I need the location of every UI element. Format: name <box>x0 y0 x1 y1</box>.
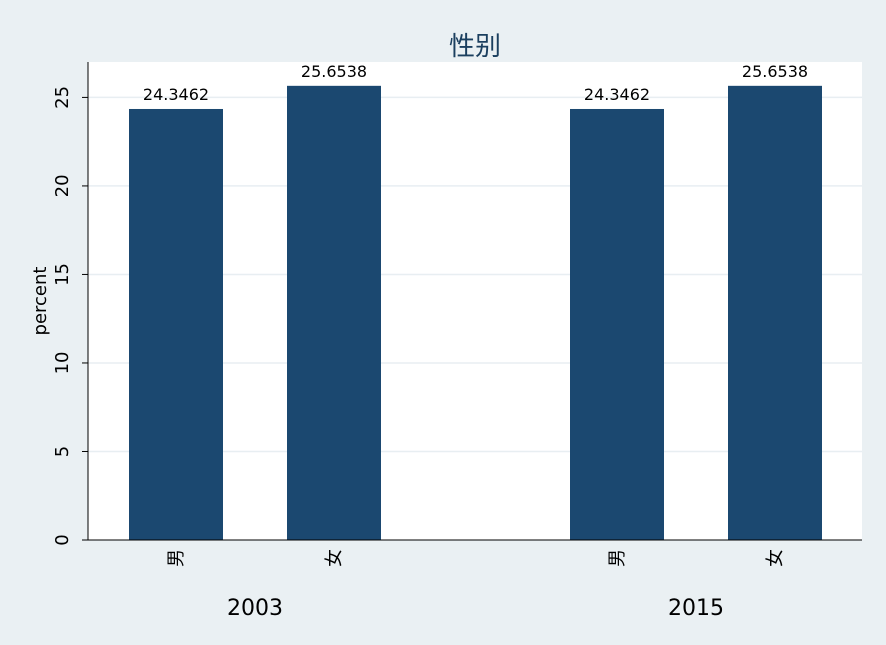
bar-2003-1 <box>287 85 381 540</box>
bar-value-label: 24.3462 <box>584 85 650 104</box>
y-tick-label: 5 <box>52 446 73 457</box>
bar-value-label: 24.3462 <box>143 85 209 104</box>
y-tick-label: 20 <box>52 174 73 197</box>
y-tick-label: 0 <box>52 534 73 545</box>
bar-value-label: 25.6538 <box>742 62 808 81</box>
y-tick-label: 15 <box>52 263 73 286</box>
bar-2015-0 <box>570 108 664 540</box>
x-category-label: 男 <box>607 549 628 567</box>
y-axis-ticks: 0 5 10 15 20 25 <box>52 86 88 546</box>
x-group-label: 2015 <box>668 596 724 621</box>
y-tick-label: 25 <box>52 86 73 109</box>
y-tick-label: 10 <box>52 352 73 375</box>
chart-title: 性别 <box>449 32 501 62</box>
y-axis-label: percent <box>30 267 51 336</box>
bar-value-label: 25.6538 <box>301 62 367 81</box>
value-labels: 24.3462 25.6538 24.3462 25.6538 <box>143 62 808 104</box>
bar-2015-1 <box>728 85 822 540</box>
x-category-label: 女 <box>765 549 786 567</box>
x-category-label: 女 <box>324 549 345 567</box>
bars <box>129 85 822 540</box>
x-axis-groups: 2003 2015 <box>227 596 724 621</box>
x-group-label: 2003 <box>227 596 283 621</box>
x-axis-categories: 男女男女 <box>166 549 786 567</box>
x-category-label: 男 <box>166 549 187 567</box>
bar-2003-0 <box>129 108 223 540</box>
